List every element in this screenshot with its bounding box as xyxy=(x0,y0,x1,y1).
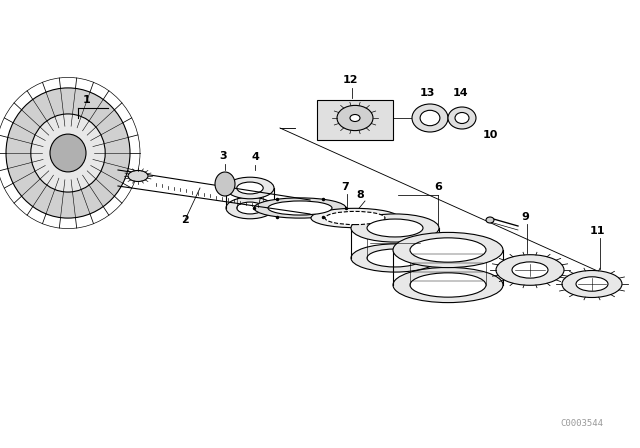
Ellipse shape xyxy=(562,271,622,297)
Ellipse shape xyxy=(367,219,423,237)
FancyBboxPatch shape xyxy=(317,100,393,140)
Text: 13: 13 xyxy=(419,88,435,98)
Ellipse shape xyxy=(6,88,130,218)
Ellipse shape xyxy=(268,201,332,215)
Text: 9: 9 xyxy=(521,212,529,222)
Text: 2: 2 xyxy=(181,215,189,225)
Ellipse shape xyxy=(351,244,439,272)
Ellipse shape xyxy=(512,262,548,278)
Ellipse shape xyxy=(237,202,263,214)
Ellipse shape xyxy=(31,114,105,192)
Ellipse shape xyxy=(237,182,263,194)
Ellipse shape xyxy=(367,249,423,267)
Ellipse shape xyxy=(393,267,503,302)
Ellipse shape xyxy=(351,214,439,242)
Ellipse shape xyxy=(325,211,385,224)
Text: 6: 6 xyxy=(434,182,442,192)
Ellipse shape xyxy=(226,177,274,199)
Ellipse shape xyxy=(337,105,373,131)
Ellipse shape xyxy=(576,277,608,291)
Ellipse shape xyxy=(410,273,486,297)
Ellipse shape xyxy=(128,171,148,181)
Text: 10: 10 xyxy=(483,130,498,140)
Text: C0003544: C0003544 xyxy=(561,419,604,428)
Ellipse shape xyxy=(448,107,476,129)
Ellipse shape xyxy=(226,197,274,219)
Ellipse shape xyxy=(455,112,469,124)
Text: 4: 4 xyxy=(251,152,259,162)
Ellipse shape xyxy=(412,104,448,132)
Text: 11: 11 xyxy=(589,226,605,236)
Ellipse shape xyxy=(496,255,564,285)
Text: 5: 5 xyxy=(255,182,262,192)
Ellipse shape xyxy=(410,238,486,262)
Ellipse shape xyxy=(393,233,503,267)
Ellipse shape xyxy=(50,134,86,172)
Ellipse shape xyxy=(311,208,399,228)
Text: 3: 3 xyxy=(219,151,227,161)
Ellipse shape xyxy=(254,198,346,218)
Ellipse shape xyxy=(350,115,360,121)
Text: 7: 7 xyxy=(341,182,349,192)
Ellipse shape xyxy=(486,217,494,223)
Text: 14: 14 xyxy=(452,88,468,98)
Text: 1: 1 xyxy=(83,95,91,105)
Text: 8: 8 xyxy=(356,190,364,200)
Text: 12: 12 xyxy=(342,75,358,85)
Ellipse shape xyxy=(420,110,440,126)
Ellipse shape xyxy=(215,172,235,196)
